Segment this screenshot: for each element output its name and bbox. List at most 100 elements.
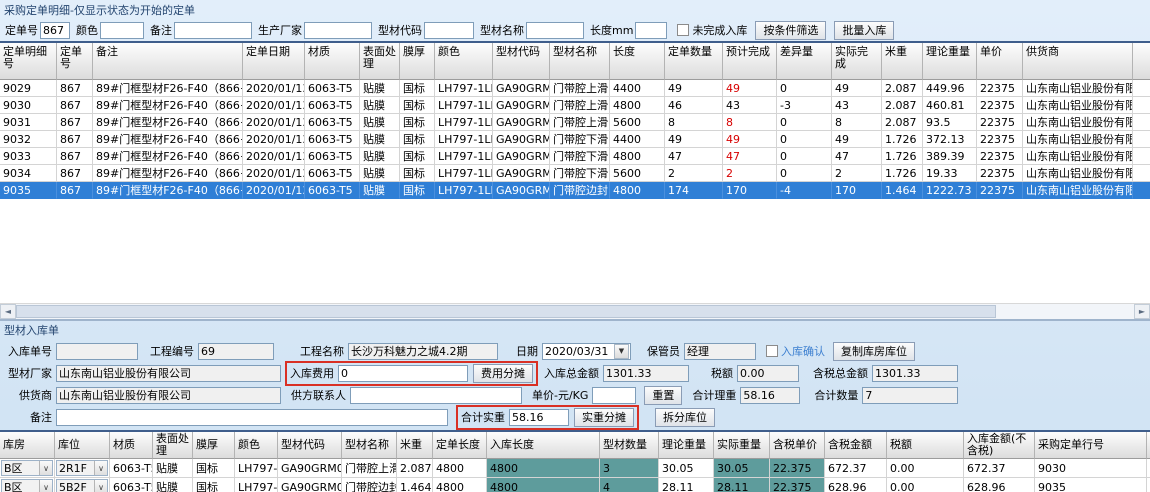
column-header[interactable]: 表面处理 <box>360 43 400 80</box>
cell[interactable]: 49 <box>723 131 777 148</box>
cell[interactable]: 6063-T5 <box>305 131 360 148</box>
note-input[interactable] <box>56 408 448 426</box>
cell[interactable]: LH797-1LL0 <box>435 131 493 148</box>
cell[interactable]: 6063-T5 <box>110 459 153 478</box>
warehouse-dropdown[interactable]: B区 ∨ <box>1 460 53 476</box>
cell[interactable]: 867 <box>57 165 93 182</box>
cell[interactable]: LH797-1LL0 <box>435 148 493 165</box>
cell[interactable]: 22375 <box>977 131 1023 148</box>
supplier-contact-input[interactable] <box>350 386 522 404</box>
column-header[interactable]: 库位 <box>55 432 110 459</box>
cell[interactable]: 门带腔上滑 <box>550 114 610 131</box>
supplier-input[interactable] <box>56 386 281 404</box>
cell[interactable]: 9034 <box>0 165 57 182</box>
cell[interactable]: 2.087 <box>397 459 433 478</box>
cell[interactable]: GA90GRM05 <box>493 182 550 199</box>
column-header[interactable]: 含税单价 <box>770 432 825 459</box>
date-input[interactable] <box>543 343 613 359</box>
column-header[interactable]: 供货商 <box>1023 43 1133 80</box>
calendar-dropdown-icon[interactable]: ▼ <box>614 343 629 359</box>
chevron-down-icon[interactable]: ∨ <box>39 461 52 475</box>
column-header[interactable]: 备注 <box>93 43 243 80</box>
cell[interactable]: 国标 <box>400 97 435 114</box>
cell[interactable]: B区 ∨ <box>0 478 55 492</box>
scroll-right-icon[interactable]: ► <box>1134 304 1150 319</box>
cell[interactable]: 628.96 <box>964 478 1035 492</box>
cell[interactable]: 672.37 <box>964 459 1035 478</box>
chevron-down-icon[interactable]: ∨ <box>39 480 52 492</box>
inbound-confirm-checkbox[interactable] <box>766 345 778 357</box>
cell[interactable]: 6063-T5 <box>110 478 153 492</box>
order-no-input[interactable] <box>40 21 70 39</box>
cell[interactable]: 贴膜 <box>360 148 400 165</box>
cell[interactable]: 4800 <box>487 459 600 478</box>
table-row[interactable]: 903386789#门框型材F26-F40（866+867）2020/01/13… <box>0 148 1150 165</box>
profile-name-input[interactable] <box>526 21 584 39</box>
cell[interactable]: 贴膜 <box>360 165 400 182</box>
cell[interactable]: 89#门框型材F26-F40（866+867） <box>93 114 243 131</box>
total-amount-input[interactable] <box>603 364 689 382</box>
cell[interactable]: B区 ∨ <box>0 459 55 478</box>
column-header[interactable]: 型材名称 <box>342 432 397 459</box>
cell[interactable]: 449.96 <box>923 80 977 97</box>
column-header[interactable]: 定单长度 <box>433 432 487 459</box>
cell[interactable]: 贴膜 <box>360 114 400 131</box>
cell[interactable]: 门带腔下滑 <box>550 165 610 182</box>
cell[interactable]: 22375 <box>977 148 1023 165</box>
cell[interactable]: GA90GRM03 <box>278 459 342 478</box>
location-dropdown[interactable]: 5B2F ∨ <box>56 479 108 492</box>
cell[interactable]: 30.05 <box>714 459 770 478</box>
horizontal-scrollbar[interactable]: ◄ ► <box>0 303 1150 319</box>
cell[interactable]: 372.13 <box>923 131 977 148</box>
table-row[interactable]: 903086789#门框型材F26-F40（866+867）2020/01/13… <box>0 97 1150 114</box>
cell[interactable]: 2020/01/13 <box>243 114 305 131</box>
cell[interactable]: 4800 <box>487 478 600 492</box>
warehouse-dropdown[interactable]: B区 ∨ <box>1 479 53 492</box>
cell[interactable]: 174 <box>665 182 723 199</box>
cell[interactable]: 门带腔边封 <box>550 182 610 199</box>
column-header[interactable]: 米重 <box>397 432 433 459</box>
batch-inbound-button[interactable]: 批量入库 <box>834 20 895 40</box>
cell[interactable]: 22375 <box>977 182 1023 199</box>
column-header[interactable]: 实际完成 <box>832 43 882 80</box>
column-header[interactable]: 型材代码 <box>278 432 342 459</box>
cell[interactable]: 9031 <box>0 114 57 131</box>
cell[interactable]: 28.11 <box>659 478 714 492</box>
cell[interactable]: 89#门框型材F26-F40（866+867） <box>93 148 243 165</box>
cell[interactable]: 贴膜 <box>153 459 193 478</box>
cell[interactable]: 5600 <box>610 114 665 131</box>
cell[interactable]: 22375 <box>977 97 1023 114</box>
column-header[interactable]: 理论重量 <box>923 43 977 80</box>
cell[interactable]: 9030 <box>0 97 57 114</box>
split-location-button[interactable]: 拆分库位 <box>655 407 715 427</box>
cell[interactable]: GA90GRM04 <box>493 131 550 148</box>
cell[interactable]: 2.087 <box>882 114 923 131</box>
cell[interactable]: -4 <box>777 182 832 199</box>
cell[interactable]: LH797-1LL0 <box>435 165 493 182</box>
cell[interactable]: -3 <box>777 97 832 114</box>
table-row[interactable]: 903486789#门框型材F26-F40（866+867）2020/01/13… <box>0 165 1150 182</box>
cell[interactable]: 4800 <box>610 97 665 114</box>
total-qty-input[interactable] <box>862 386 959 404</box>
cell[interactable]: 46 <box>665 97 723 114</box>
cell[interactable]: LH797-1LL0 <box>435 182 493 199</box>
cell[interactable]: 9033 <box>0 148 57 165</box>
cell[interactable]: 国标 <box>400 114 435 131</box>
cell[interactable]: 0.00 <box>887 459 964 478</box>
cell[interactable]: 门带腔下滑 <box>550 131 610 148</box>
cell[interactable]: 山东南山铝业股份有限公司 <box>1023 80 1133 97</box>
cell[interactable]: 贴膜 <box>360 80 400 97</box>
column-header[interactable]: 材质 <box>305 43 360 80</box>
column-header[interactable]: 入库金额(不含税) <box>964 432 1035 459</box>
cell[interactable]: 4800 <box>433 459 487 478</box>
cell[interactable]: 22375 <box>977 114 1023 131</box>
cell[interactable]: GA90GRM03 <box>493 80 550 97</box>
column-header[interactable]: 入库长度 <box>487 432 600 459</box>
cell[interactable]: 1222.73 <box>923 182 977 199</box>
column-header[interactable]: 长度 <box>610 43 665 80</box>
table-row[interactable]: 902986789#门框型材F26-F40（866+867）2020/01/13… <box>0 80 1150 97</box>
location-dropdown[interactable]: 2R1F ∨ <box>56 460 108 476</box>
cell[interactable]: 89#门框型材F26-F40（866+867） <box>93 80 243 97</box>
cell[interactable]: 3 <box>600 459 659 478</box>
cell[interactable]: 30.05 <box>659 459 714 478</box>
